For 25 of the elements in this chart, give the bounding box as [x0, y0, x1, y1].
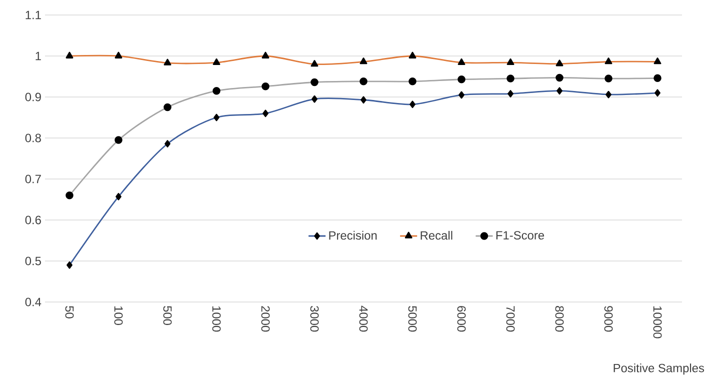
x-tick-label: 4000 [359, 306, 368, 332]
y-tick-label: 0.7 [25, 174, 41, 184]
x-tick-label: 3000 [310, 306, 319, 332]
y-tick-label: 0.9 [25, 92, 41, 102]
x-axis-title: Positive Samples [614, 364, 704, 375]
x-tick-label: 9000 [604, 306, 613, 332]
y-tick-label: 0.4 [25, 298, 42, 306]
x-tick-label: 50 [65, 306, 74, 318]
y-tick-label: 0.8 [25, 134, 41, 142]
legend-label: Precision [329, 230, 377, 240]
x-tick-label: 100 [114, 306, 123, 325]
y-tick-label: 0.6 [25, 216, 41, 224]
x-tick-label: 7000 [506, 306, 515, 332]
legend-label: Recall [420, 230, 452, 240]
x-tick-label: 5000 [408, 306, 417, 332]
x-tick-label: 500 [163, 306, 172, 325]
x-tick-label: 10000 [653, 306, 662, 338]
x-tick-label: 2000 [261, 306, 270, 332]
y-tick-label: 0.5 [25, 256, 41, 266]
x-tick-label: 8000 [555, 306, 564, 332]
y-tick-label: 1 [36, 52, 41, 60]
y-tick-label: 1.1 [26, 10, 41, 20]
x-tick-label: 1000 [212, 306, 221, 332]
legend-label: F1-Score [496, 231, 544, 240]
x-tick-label: 6000 [457, 306, 466, 332]
